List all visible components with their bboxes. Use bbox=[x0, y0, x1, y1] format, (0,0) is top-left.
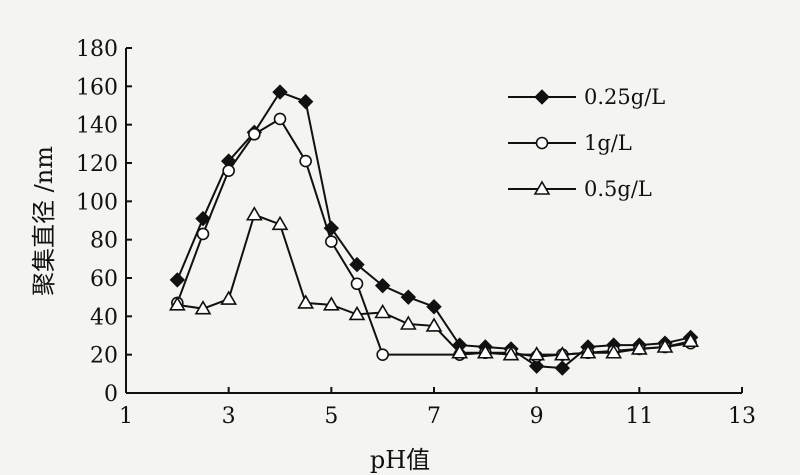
series-0.5g/L bbox=[168, 206, 700, 361]
data-point bbox=[376, 348, 389, 361]
legend-item: 0.5g/L bbox=[508, 177, 652, 201]
data-point bbox=[399, 315, 417, 330]
x-tick-label: 13 bbox=[728, 404, 756, 429]
y-tick-label: 140 bbox=[76, 114, 118, 139]
data-point bbox=[273, 112, 287, 126]
y-tick-label: 40 bbox=[90, 305, 118, 330]
data-point bbox=[169, 272, 186, 288]
data-point bbox=[195, 210, 211, 227]
data-point bbox=[325, 235, 338, 248]
data-point bbox=[605, 344, 623, 359]
y-tick-label: 20 bbox=[90, 344, 118, 369]
data-point bbox=[426, 299, 442, 315]
data-point bbox=[349, 256, 365, 273]
data-point bbox=[374, 277, 391, 294]
data-point bbox=[528, 346, 546, 361]
data-point bbox=[299, 154, 312, 168]
legend-item: 0.25g/L bbox=[508, 85, 665, 109]
data-point bbox=[553, 346, 571, 361]
legend-item: 1g/L bbox=[508, 131, 632, 155]
data-point bbox=[476, 344, 494, 359]
x-tick-label: 5 bbox=[324, 404, 338, 429]
data-point bbox=[168, 296, 186, 311]
x-tick-label: 7 bbox=[427, 404, 441, 429]
data-point bbox=[248, 127, 261, 141]
data-point bbox=[348, 305, 366, 321]
data-point bbox=[579, 344, 597, 359]
data-point bbox=[222, 164, 235, 177]
y-tick-label: 0 bbox=[104, 382, 118, 407]
x-tick-label: 11 bbox=[625, 404, 653, 429]
y-tick-label: 120 bbox=[76, 152, 118, 177]
data-point bbox=[272, 84, 288, 100]
data-point bbox=[271, 215, 289, 231]
legend-label: 1g/L bbox=[584, 131, 632, 155]
series-line bbox=[177, 213, 691, 356]
y-tick-label: 180 bbox=[76, 37, 118, 62]
data-point bbox=[630, 340, 648, 355]
legend-label: 0.5g/L bbox=[584, 177, 652, 201]
data-point bbox=[350, 277, 364, 291]
data-point bbox=[220, 290, 238, 305]
legend-label: 0.25g/L bbox=[584, 85, 665, 109]
x-axis-title: pH值 bbox=[370, 446, 430, 474]
x-tick-label: 3 bbox=[222, 404, 236, 429]
data-point bbox=[656, 338, 674, 353]
legend-marker bbox=[533, 180, 551, 195]
legend: 0.25g/L 1g/L 0.5g/L bbox=[508, 85, 665, 201]
legend-marker bbox=[535, 136, 549, 150]
y-tick-label: 80 bbox=[90, 229, 118, 254]
data-point bbox=[322, 296, 340, 311]
data-point bbox=[502, 346, 520, 361]
data-point bbox=[245, 206, 263, 221]
data-point bbox=[425, 317, 443, 332]
data-point bbox=[400, 289, 417, 305]
y-axis-title: 聚集直径 /nm bbox=[30, 146, 58, 296]
data-point bbox=[682, 332, 700, 348]
data-point bbox=[194, 300, 212, 315]
data-point bbox=[196, 227, 210, 241]
y-tick-label: 60 bbox=[90, 267, 118, 292]
y-tick-label: 160 bbox=[76, 75, 118, 100]
data-point bbox=[297, 93, 314, 110]
y-tick-label: 100 bbox=[76, 190, 118, 215]
data-point bbox=[374, 303, 392, 319]
data-point bbox=[554, 360, 571, 376]
x-tick-label: 1 bbox=[119, 404, 133, 429]
series-layer bbox=[168, 84, 700, 376]
data-point bbox=[451, 344, 469, 359]
data-point bbox=[528, 358, 545, 374]
data-point bbox=[297, 294, 315, 309]
legend-marker bbox=[534, 89, 550, 105]
x-tick-label: 9 bbox=[530, 404, 544, 429]
